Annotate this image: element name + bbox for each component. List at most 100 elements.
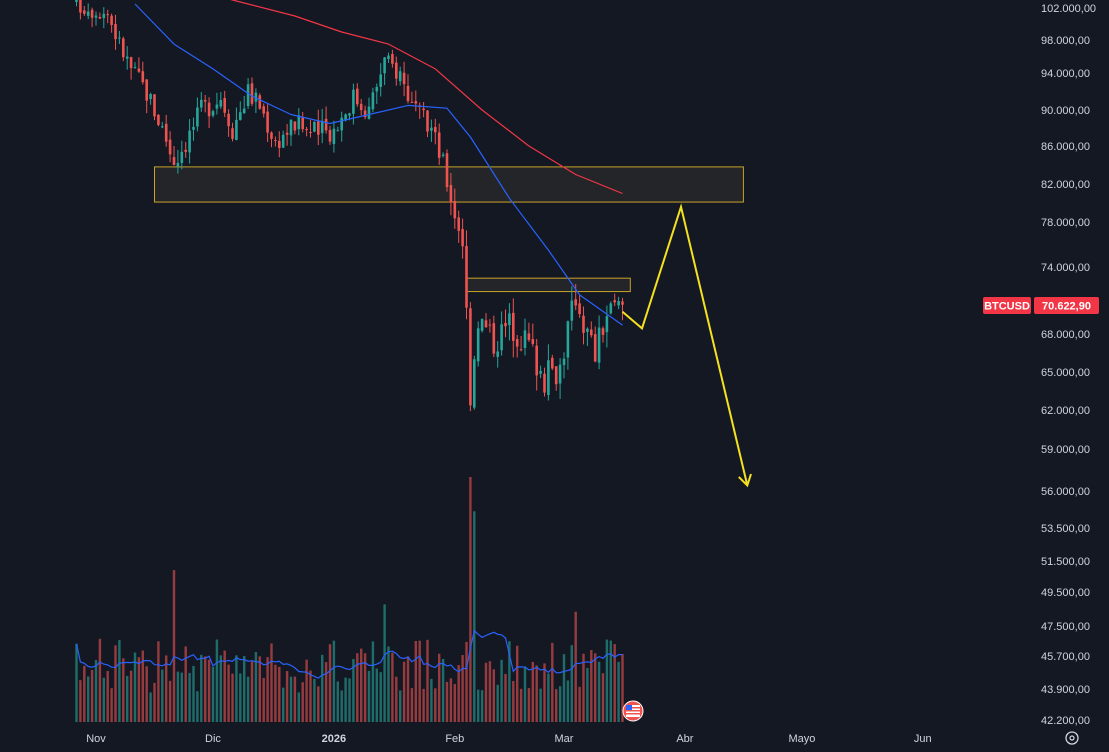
candle-body xyxy=(597,327,601,363)
volume-bar xyxy=(137,657,141,722)
candle-body xyxy=(539,370,542,374)
last-price-tag[interactable]: BTCUSD 70.622,90 xyxy=(983,297,1099,314)
volume-bar xyxy=(590,650,593,722)
candle-body xyxy=(141,71,145,83)
zone-box[interactable] xyxy=(466,277,631,293)
projection-layer xyxy=(621,203,752,488)
volume-bar xyxy=(176,671,180,722)
price-tick-label: 68.000,00 xyxy=(1041,329,1090,341)
zone-box[interactable] xyxy=(154,166,744,203)
last-price-label: 70.622,90 xyxy=(1042,301,1091,313)
price-tick-label: 62.000,00 xyxy=(1041,405,1090,417)
price-tick-label: 45.700,00 xyxy=(1041,651,1090,663)
volume-bar xyxy=(309,670,312,722)
ma-slow-line[interactable] xyxy=(201,0,623,195)
candle-body xyxy=(484,320,488,328)
volume-bar xyxy=(246,676,250,722)
price-axis[interactable]: 102.000,00 98.000,00 94.000,00 90.000,00 86.… xyxy=(1041,3,1096,727)
volume-bar xyxy=(196,691,199,722)
candle-body xyxy=(133,67,137,69)
candle-body xyxy=(371,92,375,110)
volume-bar xyxy=(227,664,230,722)
candle-body xyxy=(441,154,445,156)
candle-body xyxy=(363,110,367,117)
volume-bar xyxy=(434,688,437,722)
candle-body xyxy=(192,126,195,130)
settings-gear-icon[interactable] xyxy=(1065,731,1079,745)
candle-body xyxy=(395,62,398,79)
candle-body xyxy=(118,37,121,39)
candle-body xyxy=(480,318,484,331)
volume-bar xyxy=(621,653,624,722)
ma-fast-line[interactable] xyxy=(134,3,623,326)
volume-ma-line xyxy=(75,629,623,679)
candle-body xyxy=(157,115,160,125)
volume-bar xyxy=(578,686,581,722)
volume-bar xyxy=(410,688,414,722)
volume-bar xyxy=(324,662,328,722)
volume-bar xyxy=(488,661,492,722)
candle-body xyxy=(223,98,226,113)
volume-bar xyxy=(395,676,398,722)
volume-bar xyxy=(480,690,484,722)
volume-bar xyxy=(586,668,589,722)
volume-bar xyxy=(539,688,542,722)
volume-bar xyxy=(184,646,187,722)
volume-bar xyxy=(473,511,476,722)
candle-body xyxy=(246,84,250,106)
volume-bar xyxy=(243,656,246,722)
volume-bar xyxy=(551,642,554,722)
volume-bar xyxy=(570,645,573,722)
candle-body xyxy=(562,358,566,366)
volume-bar xyxy=(157,641,160,722)
volume-bar xyxy=(519,688,523,722)
projection-path[interactable] xyxy=(621,203,749,486)
volume-bar xyxy=(250,661,254,722)
volume-bar xyxy=(558,686,562,722)
candle-body xyxy=(398,71,402,82)
candle-body xyxy=(203,100,207,102)
candle-body xyxy=(457,217,460,231)
candle-body xyxy=(328,129,332,142)
candle-body xyxy=(164,123,168,142)
price-tick-label: 56.000,00 xyxy=(1041,486,1090,498)
candle-body xyxy=(235,119,238,141)
candle-body xyxy=(293,121,297,131)
volume-bar xyxy=(114,645,117,722)
volume-bar xyxy=(188,672,191,722)
candle-body xyxy=(570,300,574,321)
time-axis[interactable]: Nov Dic 2026 Feb Mar Abr Mayo Jun xyxy=(86,733,931,745)
candle-body xyxy=(512,312,515,341)
price-tick-label: 65.000,00 xyxy=(1041,367,1090,379)
candle-body xyxy=(551,357,554,369)
volume-bar xyxy=(168,680,172,722)
volume-bar xyxy=(180,672,183,722)
candle-body xyxy=(309,132,312,134)
volume-bar xyxy=(445,681,449,722)
candle-body xyxy=(492,323,496,354)
candle-body xyxy=(617,301,620,306)
candle-body xyxy=(75,0,78,2)
candle-body xyxy=(504,322,507,327)
time-tick-label: Mayo xyxy=(788,733,815,745)
volume-bar xyxy=(165,655,168,722)
candle-body xyxy=(593,334,597,362)
candle-body xyxy=(258,95,262,109)
volume-bar xyxy=(562,654,566,722)
candle-body xyxy=(196,107,199,127)
candle-body xyxy=(449,184,453,203)
candle-body xyxy=(523,330,527,348)
volume-bar xyxy=(219,655,222,722)
volume-bar xyxy=(332,640,336,722)
volume-bar xyxy=(496,684,499,722)
volume-bar xyxy=(414,640,417,722)
us-flag-icon[interactable] xyxy=(622,700,644,722)
candle-body xyxy=(250,83,254,104)
volume-bar xyxy=(223,650,226,722)
volume-bar xyxy=(516,645,519,722)
candle-body xyxy=(406,85,410,102)
candle-body xyxy=(469,308,472,406)
volume-bar xyxy=(531,661,534,722)
candle-body xyxy=(211,111,215,116)
